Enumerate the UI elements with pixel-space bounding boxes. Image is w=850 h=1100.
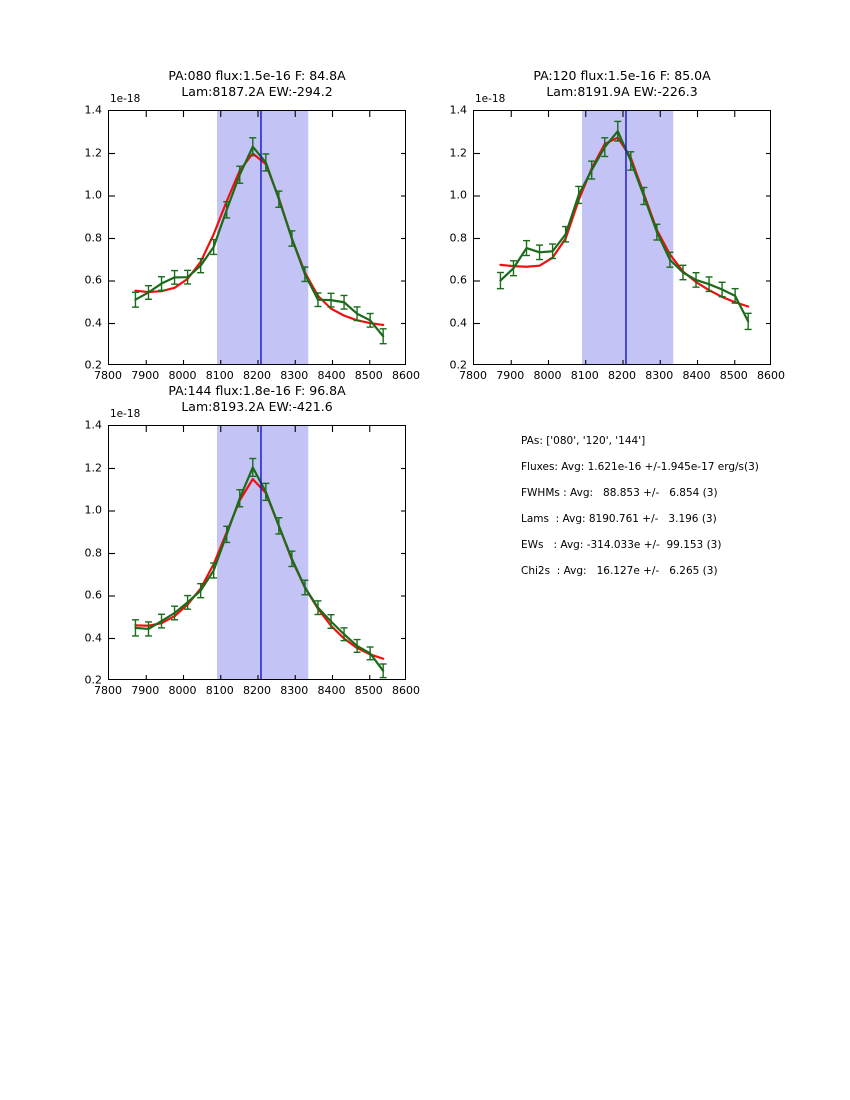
y-tick-label: 0.8 [84, 546, 103, 559]
y-tick-label: 1.2 [84, 461, 103, 474]
y-tick-label: 0.6 [449, 273, 468, 287]
summary-line: PAs: ['080', '120', '144'] [521, 435, 646, 447]
x-tick-label: 8600 [757, 369, 785, 382]
fit-curve [134, 152, 385, 327]
x-tick-label: 7900 [131, 684, 160, 697]
x-tick-label: 8000 [168, 684, 197, 697]
y-tick-label: 0.2 [84, 673, 103, 687]
y-tick-label: 0.4 [84, 316, 103, 329]
error-bars [131, 457, 387, 679]
fit-curve [134, 478, 385, 660]
y-axis-offset-label-pa-144: 1e-18 [110, 408, 141, 420]
x-tick-label: 8100 [205, 684, 234, 697]
y-tick-label: 0.2 [84, 358, 103, 372]
y-tick-label: 1.0 [449, 188, 468, 202]
error-bars [496, 120, 752, 331]
x-tick-label: 8600 [392, 369, 420, 382]
shaded-wavelength-band [217, 111, 309, 364]
plot-canvas-pa-144 [109, 426, 405, 679]
summary-line: Lams : Avg: 8190.761 +/- 3.196 (3) [521, 513, 717, 525]
x-tick-label: 8000 [168, 369, 197, 382]
x-tick-label: 8200 [608, 369, 636, 382]
panel-title-line1: PA:080 flux:1.5e-16 F: 84.8A [168, 68, 346, 83]
y-tick-label: 1.2 [449, 146, 468, 159]
data-curve [134, 466, 385, 672]
axes-frame-pa-080 [108, 110, 406, 365]
summary-text-block: PAs: ['080', '120', '144'] Fluxes: Avg: 1… [521, 428, 759, 584]
x-tick-label: 8400 [317, 684, 346, 697]
x-tick-label: 8500 [719, 369, 748, 382]
y-tick-label: 0.4 [449, 316, 468, 329]
x-tick-label: 7800 [94, 684, 122, 697]
panel-title-pa-080: PA:080 flux:1.5e-16 F: 84.8A Lam:8187.2A … [108, 68, 406, 100]
summary-line: Chi2s : Avg: 16.127e +/- 6.265 (3) [521, 565, 718, 577]
y-tick-label: 0.8 [449, 231, 468, 244]
panel-title-line2: Lam:8187.2A EW:-294.2 [181, 84, 333, 99]
y-tick-label: 1.2 [84, 146, 103, 159]
data-curve [134, 145, 385, 338]
x-tick-label: 8500 [354, 684, 383, 697]
x-tick-label: 8300 [280, 369, 309, 382]
x-tick-label: 8500 [354, 369, 383, 382]
x-tick-label: 7900 [496, 369, 525, 382]
x-tick-label: 8300 [645, 369, 674, 382]
x-tick-label: 8600 [392, 684, 420, 697]
plot-canvas-pa-080 [109, 111, 405, 364]
x-tick-label: 8400 [682, 369, 711, 382]
shaded-wavelength-band [217, 426, 309, 679]
axes-frame-pa-144 [108, 425, 406, 680]
panel-title-line2: Lam:8193.2A EW:-421.6 [181, 399, 333, 414]
panel-title-pa-120: PA:120 flux:1.5e-16 F: 85.0A Lam:8191.9A … [473, 68, 771, 100]
y-tick-label: 1.4 [449, 103, 468, 117]
x-tick-label: 8100 [205, 369, 234, 382]
y-tick-label: 1.4 [84, 103, 103, 117]
y-axis-offset-label-pa-120: 1e-18 [475, 93, 506, 105]
y-tick-label: 1.0 [84, 503, 103, 517]
x-tick-label: 7800 [94, 369, 122, 382]
panel-title-line1: PA:120 flux:1.5e-16 F: 85.0A [533, 68, 711, 83]
y-axis-offset-label-pa-080: 1e-18 [110, 93, 141, 105]
x-tick-label: 8400 [317, 369, 346, 382]
y-tick-label: 0.6 [84, 273, 103, 287]
x-tick-label: 7800 [459, 369, 487, 382]
x-tick-label: 8200 [243, 369, 271, 382]
x-tick-label: 8200 [243, 684, 271, 697]
y-tick-label: 1.4 [84, 418, 103, 432]
axes-frame-pa-120 [473, 110, 771, 365]
x-tick-label: 7900 [131, 369, 160, 382]
y-tick-label: 0.2 [449, 358, 468, 372]
plot-canvas-pa-120 [474, 111, 770, 364]
summary-line: EWs : Avg: -314.033e +/- 99.153 (3) [521, 539, 722, 551]
summary-line: Fluxes: Avg: 1.621e-16 +/-1.945e-17 erg/… [521, 461, 759, 473]
data-curve [499, 130, 750, 323]
y-tick-label: 1.0 [84, 188, 103, 202]
panel-title-line2: Lam:8191.9A EW:-226.3 [546, 84, 698, 99]
panel-title-pa-144: PA:144 flux:1.8e-16 F: 96.8A Lam:8193.2A … [108, 383, 406, 415]
x-tick-label: 8300 [280, 684, 309, 697]
x-tick-label: 8000 [533, 369, 562, 382]
summary-line: FWHMs : Avg: 88.853 +/- 6.854 (3) [521, 487, 718, 499]
y-tick-label: 0.4 [84, 631, 103, 644]
error-bars [131, 137, 387, 345]
y-tick-label: 0.8 [84, 231, 103, 244]
panel-title-line1: PA:144 flux:1.8e-16 F: 96.8A [168, 383, 346, 398]
x-tick-label: 8100 [570, 369, 599, 382]
y-tick-label: 0.6 [84, 588, 103, 602]
